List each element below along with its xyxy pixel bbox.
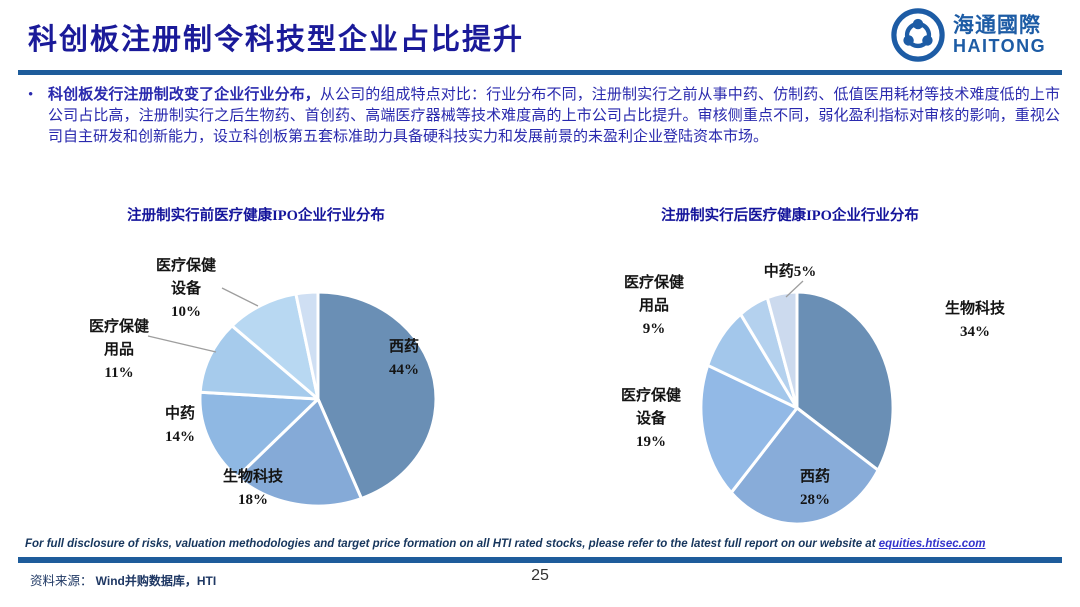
page-title: 科创板注册制令科技型企业占比提升 bbox=[28, 24, 525, 56]
pie-label-right-zhongyao: 中药5% bbox=[763, 264, 817, 280]
pie-label-left-shebei: 医疗保健设备 10% bbox=[155, 258, 216, 320]
pie-label-right-shengwukeji: 生物科技 34% bbox=[944, 301, 1005, 340]
bullet-paragraph: • 科创板发行注册制改变了企业行业分布，从公司的组成特点对比：行业分布不同，注册… bbox=[28, 85, 1060, 148]
bullet-lead-bold: 科创板发行注册制改变了企业行业分布， bbox=[48, 87, 320, 103]
page-number: 25 bbox=[531, 567, 549, 584]
pie0-slice-生物科技 bbox=[235, 397, 363, 508]
pie-label-left-zhongyao: 中药 14% bbox=[164, 406, 195, 445]
pie0-slice-other bbox=[294, 290, 320, 401]
disclaimer-link[interactable]: equities.htisec.com bbox=[878, 538, 986, 550]
logo-text-cn: 海通國際 bbox=[953, 13, 1041, 37]
pie-label-leader-line bbox=[785, 280, 804, 298]
logo-text-en: HAITONG bbox=[953, 35, 1047, 56]
pie0-slice-医疗保健用品 bbox=[198, 324, 320, 401]
pie-label-leader-line bbox=[221, 287, 259, 307]
chart-title-after: 注册制实行后医疗健康IPO企业行业分布 bbox=[661, 208, 919, 224]
pie-label-right-xiyao: 西药 28% bbox=[799, 469, 830, 508]
source-label: 资料来源： bbox=[30, 574, 93, 588]
pie-label-left-yongpin: 医疗保健用品 11% bbox=[88, 319, 149, 381]
source-value: Wind并购数据库，HTI bbox=[95, 574, 217, 588]
disclaimer-text: For full disclosure of risks, valuation … bbox=[25, 538, 986, 550]
pie-label-left-shengwukeji: 生物科技 18% bbox=[222, 469, 283, 508]
title-divider bbox=[18, 70, 1062, 75]
logo-text: 海通國際 HAITONG bbox=[953, 13, 1047, 56]
pie0-slice-西药 bbox=[316, 290, 438, 500]
pie0-slice-中药 bbox=[198, 390, 320, 479]
pie-label-right-shebei: 医疗保健设备 19% bbox=[620, 388, 681, 450]
bullet-text: 科创板发行注册制改变了企业行业分布，从公司的组成特点对比：行业分布不同，注册制实… bbox=[48, 85, 1060, 148]
pie1-slice-中药 bbox=[765, 290, 799, 410]
bullet-body: 从公司的组成特点对比：行业分布不同，注册制实行之前从事中药、仿制药、低值医用耗材… bbox=[48, 87, 1060, 145]
footer-divider bbox=[18, 557, 1062, 563]
source-line: 资料来源： Wind并购数据库，HTI bbox=[30, 570, 216, 589]
bullet-marker: • bbox=[28, 87, 34, 103]
pie-label-left-xiyao: 西药 44% bbox=[388, 339, 419, 378]
pie-label-right-yongpin: 医疗保健用品 9% bbox=[623, 275, 684, 337]
pie-label-leader-line bbox=[147, 335, 217, 353]
pie1-slice-西药 bbox=[729, 406, 880, 526]
chart-title-before: 注册制实行前医疗健康IPO企业行业分布 bbox=[127, 208, 385, 224]
haitong-logo-icon bbox=[891, 8, 945, 62]
haitong-logo: 海通國際 HAITONG bbox=[891, 8, 1046, 62]
